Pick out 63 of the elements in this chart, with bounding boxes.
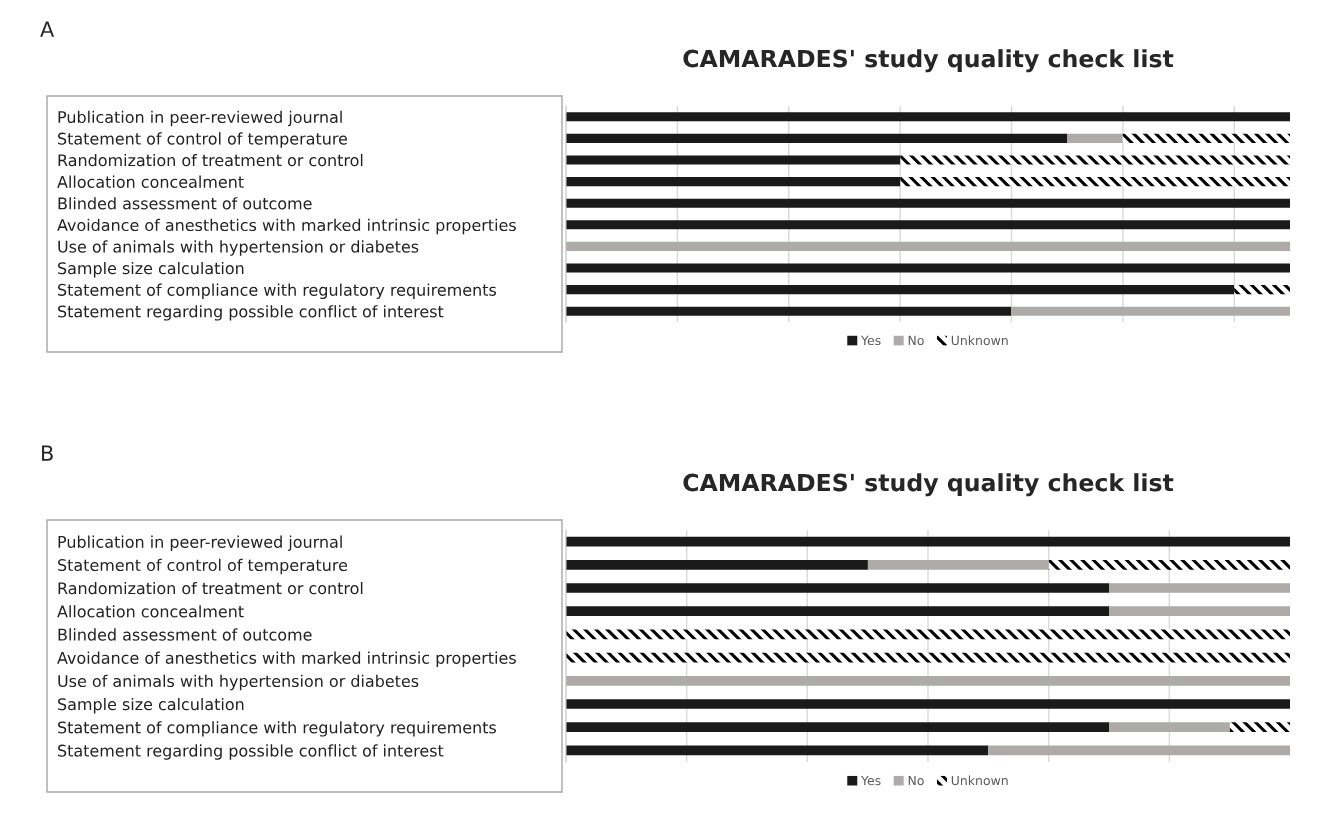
- legend-label: Yes: [861, 775, 881, 786]
- bar: [1122, 133, 1290, 143]
- legend-label: No: [908, 335, 924, 346]
- y-tick-label: Statement of control of temperature: [58, 132, 348, 148]
- text: A: [40, 21, 55, 37]
- legend-label: No: [908, 775, 924, 786]
- bar: [566, 220, 1290, 230]
- bar: [566, 583, 1109, 593]
- bar: [566, 155, 901, 165]
- bar: [1109, 606, 1290, 617]
- y-tick-label: Avoidance of anesthetics with marked intrinsic properties: [57, 651, 516, 667]
- bar: [1011, 306, 1290, 316]
- bar: [1234, 285, 1290, 295]
- y-tick-label: Statement of control of temperature: [58, 558, 348, 575]
- bar: [1229, 722, 1290, 733]
- bar: [867, 559, 1049, 570]
- legend-label: Yes: [861, 335, 881, 346]
- y-tick-label: Use of animals with hypertension or diabetes: [58, 240, 419, 256]
- y-tick-label: Sample size calculation: [58, 261, 244, 278]
- y-tick-label: Statement regarding possible conflict of interest: [58, 305, 444, 321]
- y-tick-label: Randomization of treatment or control: [58, 581, 363, 595]
- bar: [566, 559, 868, 570]
- bar: [566, 699, 1290, 709]
- bar: [566, 306, 1012, 316]
- legend-label: Unknown: [951, 775, 1008, 786]
- y-tick-label: Avoidance of anesthetics with marked intrinsic properties: [57, 218, 516, 235]
- bar: [566, 629, 1290, 640]
- bar: [566, 177, 901, 187]
- y-tick-label: Statement regarding possible conflict of interest: [58, 744, 444, 760]
- bar: [566, 652, 1290, 663]
- bar: [566, 745, 989, 756]
- bar: [1048, 559, 1290, 570]
- bar: [1067, 133, 1123, 143]
- bar: [566, 675, 1290, 686]
- y-tick-label: Publication in peer-reviewed journal: [58, 535, 342, 551]
- bar: [566, 133, 1068, 143]
- y-tick-label: Sample size calculation: [58, 697, 244, 714]
- bar: [988, 745, 1290, 756]
- bar: [566, 263, 1290, 273]
- chart-title: CAMARADES' study quality check list: [683, 49, 1174, 73]
- bar: [1109, 722, 1230, 733]
- bar: [900, 177, 1290, 187]
- bar: [566, 606, 1109, 617]
- chart-title: CAMARADES' study quality check list: [683, 473, 1174, 497]
- y-tick-label: Statement of compliance with regulatory requirements: [58, 721, 497, 737]
- bar: [566, 722, 1109, 733]
- bar: [566, 198, 1290, 208]
- bar: [900, 155, 1290, 165]
- y-tick-label: Statement of compliance with regulatory requirements: [58, 283, 497, 299]
- bar: [566, 241, 1290, 251]
- y-tick-label: Use of animals with hypertension or diabetes: [58, 674, 419, 691]
- y-tick-label: Allocation concealment: [57, 175, 244, 188]
- bar: [566, 285, 1235, 295]
- bar: [566, 112, 1290, 122]
- legend-label: Unknown: [951, 335, 1008, 346]
- text: B: [42, 445, 53, 461]
- y-tick-label: Randomization of treatment or control: [58, 153, 363, 167]
- y-tick-label: Blinded assessment of outcome: [58, 628, 312, 641]
- bar: [1109, 583, 1290, 593]
- y-tick-label: Allocation concealment: [57, 605, 244, 618]
- y-tick-label: Blinded assessment of outcome: [58, 197, 312, 210]
- y-tick-label: Publication in peer-reviewed journal: [58, 110, 342, 127]
- bar: [566, 536, 1290, 547]
